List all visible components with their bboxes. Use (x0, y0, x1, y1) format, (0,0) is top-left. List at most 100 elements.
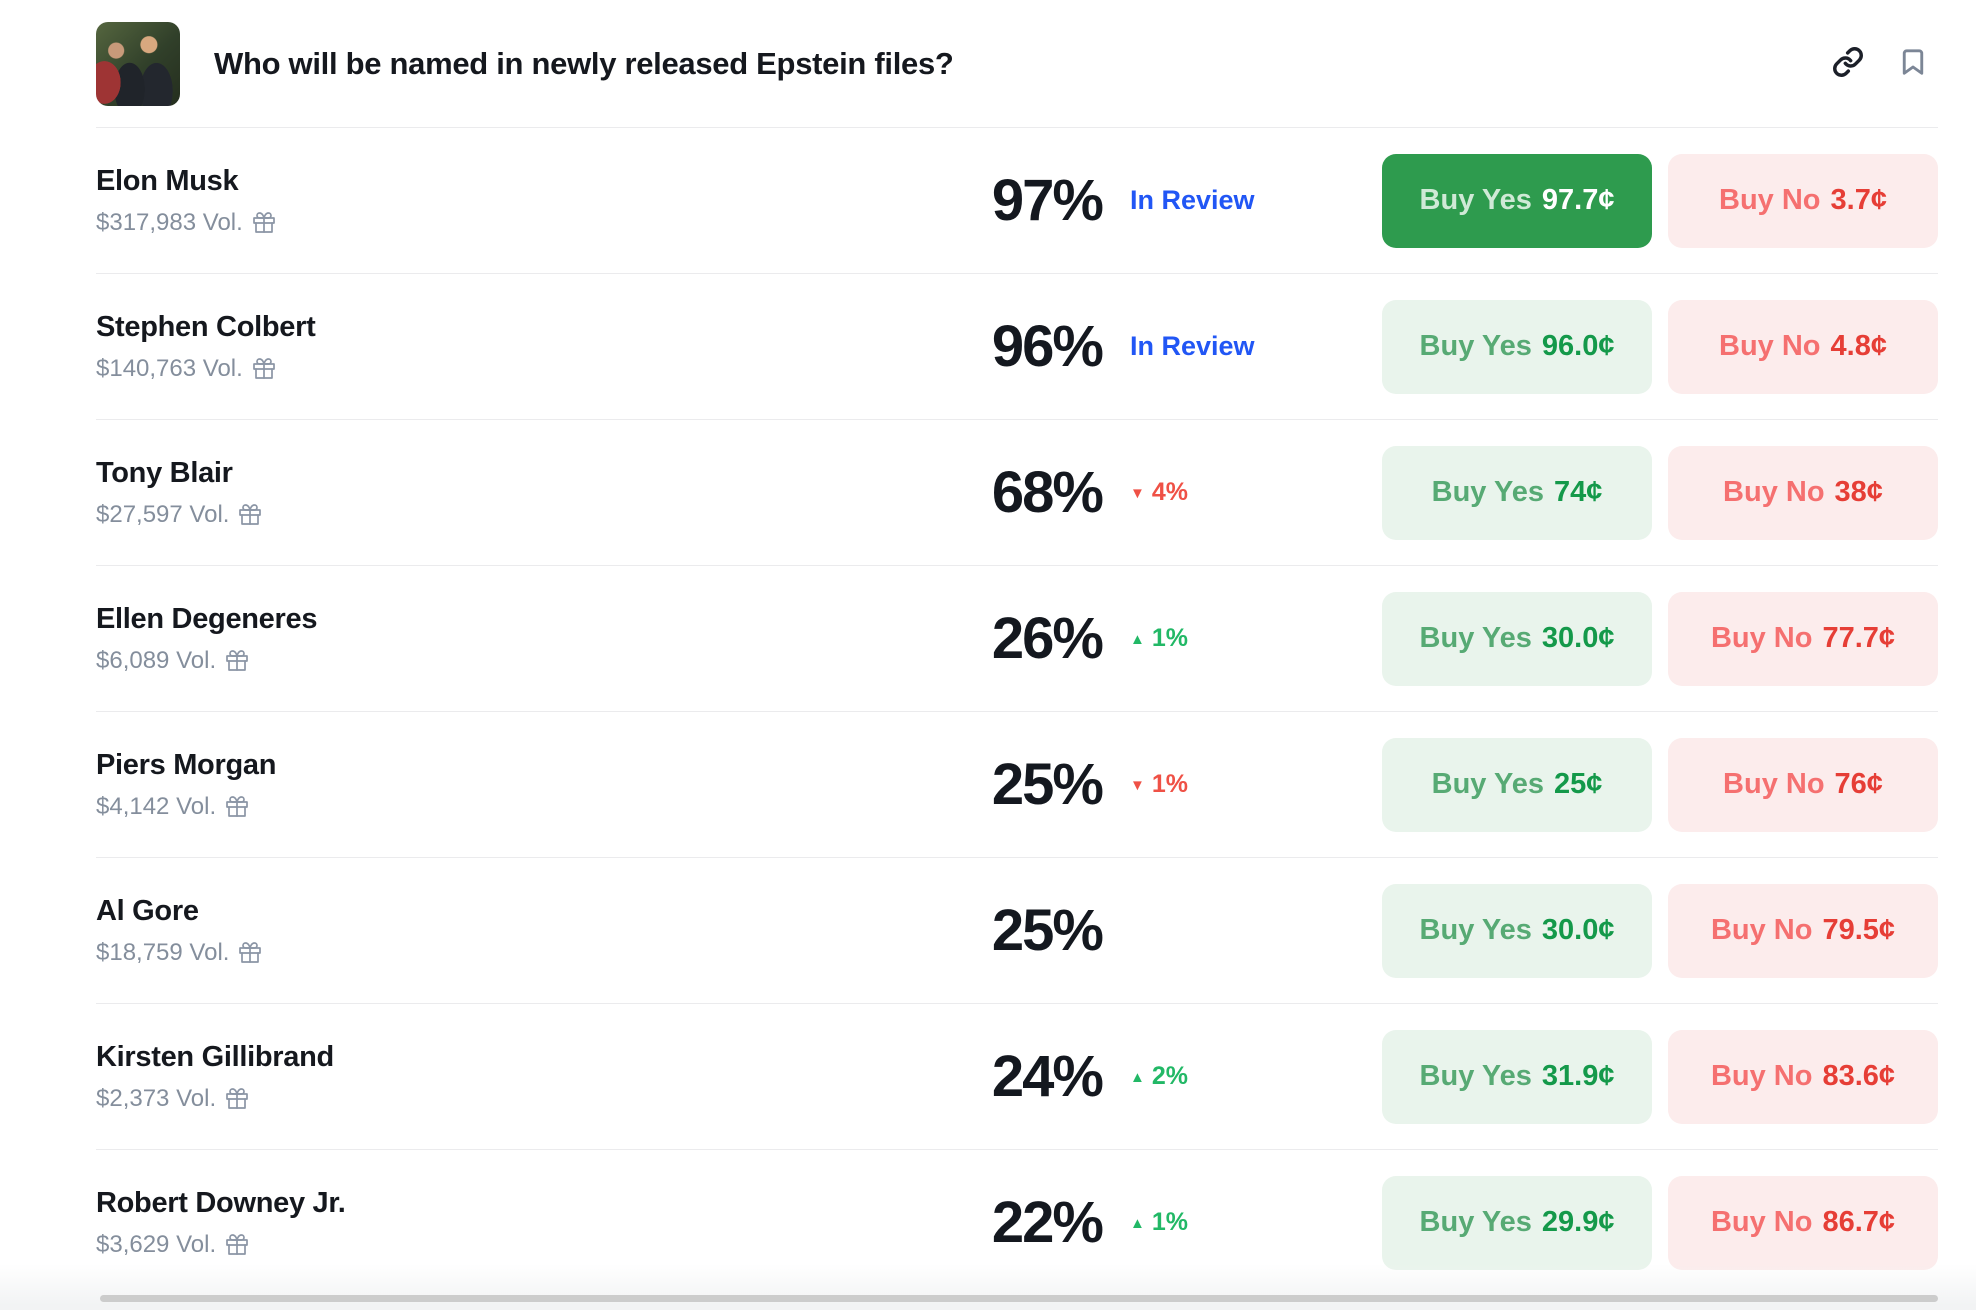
outcome-aux: ▼ 4% (1102, 478, 1382, 507)
trade-buttons: Buy Yes 74¢ Buy No 38¢ (1382, 445, 1938, 540)
outcome-name: Kirsten Gillibrand (96, 1040, 334, 1073)
market-row[interactable]: Ellen Degeneres $6,089 Vol. 26% ▲ 1% (96, 565, 1938, 711)
volume-text: $27,597 Vol. (96, 500, 230, 528)
buy-yes-button[interactable]: Buy Yes 96.0¢ (1382, 299, 1652, 394)
buy-no-button[interactable]: Buy No 3.7¢ (1668, 153, 1938, 248)
outcome-volume: $140,763 Vol. (96, 355, 882, 383)
buy-yes-label: Buy Yes (1431, 476, 1544, 508)
market-row[interactable]: Tony Blair $27,597 Vol. 68% ▼ 4% (96, 419, 1938, 565)
volume-text: $4,142 Vol. (96, 792, 217, 820)
buy-yes-price: 97.7¢ (1541, 184, 1615, 216)
gift-icon[interactable] (238, 941, 262, 965)
market-row[interactable]: Stephen Colbert $140,763 Vol. 96% In Rev… (96, 273, 1938, 419)
buy-no-button[interactable]: Buy No 83.6¢ (1668, 1029, 1938, 1124)
outcome-info: Al Gore $18,759 Vol. (96, 895, 882, 967)
outcome-percent: 25% (991, 898, 1104, 963)
outcome-percent: 24% (991, 1044, 1104, 1109)
buy-no-price: 83.6¢ (1822, 1060, 1896, 1092)
header-actions (1832, 46, 1928, 81)
market-thumbnail (96, 21, 180, 106)
buy-no-button[interactable]: Buy No 79.5¢ (1668, 883, 1938, 978)
outcome-info: Piers Morgan $4,142 Vol. (96, 749, 882, 821)
outcome-aux: In Review (1102, 331, 1382, 362)
volume-text: $6,089 Vol. (96, 646, 217, 674)
market-row[interactable]: Kirsten Gillibrand $2,373 Vol. 24% ▲ 2% (96, 1003, 1938, 1149)
outcome-info: Robert Downey Jr. $3,629 Vol. (96, 1187, 882, 1259)
buy-no-label: Buy No (1723, 768, 1825, 800)
buy-no-label: Buy No (1710, 1206, 1813, 1238)
outcome-volume: $27,597 Vol. (96, 501, 882, 529)
market-row[interactable]: Robert Downey Jr. $3,629 Vol. 22% ▲ 1% (96, 1149, 1938, 1295)
buy-yes-button[interactable]: Buy Yes 30.0¢ (1382, 591, 1652, 686)
gift-icon[interactable] (225, 1233, 249, 1257)
gift-icon[interactable] (225, 649, 249, 673)
outcome-name: Elon Musk (96, 164, 239, 197)
buy-yes-price: 31.9¢ (1541, 1060, 1615, 1092)
buy-no-label: Buy No (1710, 1060, 1813, 1092)
change-value: 1% (1151, 1208, 1188, 1236)
buy-yes-price: 74¢ (1553, 476, 1603, 508)
market-row[interactable]: Piers Morgan $4,142 Vol. 25% ▼ 1% (96, 711, 1938, 857)
change-arrow-icon: ▼ (1130, 777, 1145, 794)
market-row[interactable]: Al Gore $18,759 Vol. 25% Buy Yes 30.0¢ (96, 857, 1938, 1003)
buy-no-button[interactable]: Buy No 4.8¢ (1668, 299, 1938, 394)
trade-buttons: Buy Yes 30.0¢ Buy No 79.5¢ (1382, 883, 1938, 978)
gift-icon[interactable] (252, 357, 276, 381)
gift-icon[interactable] (225, 1087, 249, 1111)
volume-text: $18,759 Vol. (96, 938, 230, 966)
buy-yes-button[interactable]: Buy Yes 25¢ (1382, 737, 1652, 832)
buy-yes-label: Buy Yes (1419, 1060, 1532, 1092)
buy-no-price: 4.8¢ (1830, 330, 1887, 362)
gift-icon[interactable] (225, 795, 249, 819)
outcome-aux: ▲ 1% (1102, 1208, 1382, 1237)
outcome-volume: $18,759 Vol. (96, 939, 882, 967)
buy-no-button[interactable]: Buy No 77.7¢ (1668, 591, 1938, 686)
buy-no-label: Buy No (1710, 622, 1813, 654)
trade-buttons: Buy Yes 31.9¢ Buy No 83.6¢ (1382, 1029, 1938, 1124)
buy-yes-label: Buy Yes (1431, 768, 1544, 800)
gift-icon[interactable] (238, 503, 262, 527)
outcome-info: Stephen Colbert $140,763 Vol. (96, 311, 882, 383)
outcome-name: Al Gore (96, 894, 199, 927)
buy-yes-button[interactable]: Buy Yes 31.9¢ (1382, 1029, 1652, 1124)
buy-no-button[interactable]: Buy No 38¢ (1668, 445, 1938, 540)
change-value: 1% (1151, 770, 1188, 798)
buy-yes-price: 96.0¢ (1541, 330, 1615, 362)
gift-icon[interactable] (252, 211, 276, 235)
outcome-aux: ▲ 2% (1102, 1062, 1382, 1091)
change-arrow-icon: ▼ (1130, 485, 1145, 502)
buy-no-label: Buy No (1723, 476, 1825, 508)
buy-no-button[interactable]: Buy No 86.7¢ (1668, 1175, 1938, 1270)
trade-buttons: Buy Yes 30.0¢ Buy No 77.7¢ (1382, 591, 1938, 686)
market-row[interactable]: Elon Musk $317,983 Vol. 97% In Review Bu… (96, 127, 1938, 273)
change-value: 4% (1151, 478, 1188, 506)
buy-no-button[interactable]: Buy No 76¢ (1668, 737, 1938, 832)
buy-yes-price: 25¢ (1553, 768, 1603, 800)
volume-text: $317,983 Vol. (96, 208, 243, 236)
outcome-volume: $6,089 Vol. (96, 647, 882, 675)
buy-yes-price: 30.0¢ (1541, 622, 1615, 654)
trade-buttons: Buy Yes 96.0¢ Buy No 4.8¢ (1382, 299, 1938, 394)
buy-yes-button[interactable]: Buy Yes 97.7¢ (1382, 153, 1652, 248)
change-arrow-icon: ▲ (1130, 1069, 1145, 1086)
trade-buttons: Buy Yes 97.7¢ Buy No 3.7¢ (1382, 153, 1938, 248)
horizontal-scrollbar[interactable] (100, 1295, 1938, 1302)
change-arrow-icon: ▲ (1130, 1215, 1145, 1232)
buy-yes-button[interactable]: Buy Yes 30.0¢ (1382, 883, 1652, 978)
status-in-review: In Review (1130, 331, 1255, 361)
outcome-list: Elon Musk $317,983 Vol. 97% In Review Bu… (0, 127, 1976, 1295)
outcome-percent: 97% (991, 168, 1104, 233)
bookmark-button[interactable] (1898, 47, 1928, 80)
volume-text: $2,373 Vol. (96, 1084, 217, 1112)
outcome-percent: 25% (991, 752, 1104, 817)
outcome-percent: 68% (991, 460, 1104, 525)
change-indicator: ▲ 1% (1130, 624, 1188, 653)
outcome-aux: ▼ 1% (1102, 770, 1382, 799)
buy-yes-button[interactable]: Buy Yes 74¢ (1382, 445, 1652, 540)
copy-link-button[interactable] (1832, 46, 1864, 81)
buy-yes-button[interactable]: Buy Yes 29.9¢ (1382, 1175, 1652, 1270)
outcome-volume: $3,629 Vol. (96, 1231, 882, 1259)
outcome-info: Tony Blair $27,597 Vol. (96, 457, 882, 529)
buy-yes-price: 29.9¢ (1541, 1206, 1615, 1238)
volume-text: $140,763 Vol. (96, 354, 243, 382)
